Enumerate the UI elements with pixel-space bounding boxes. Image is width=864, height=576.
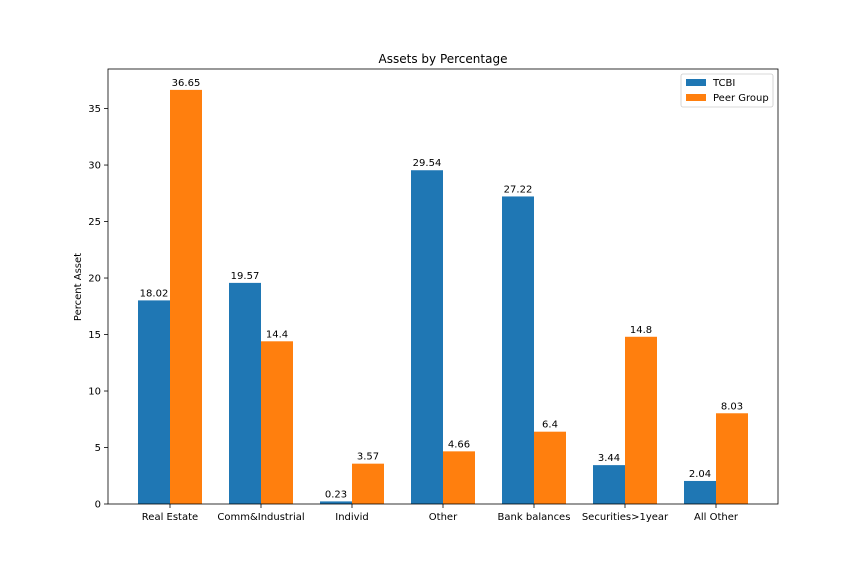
bar-value-label: 0.23 [325, 489, 347, 500]
bar-value-label: 8.03 [721, 401, 743, 412]
bar-value-label: 14.4 [266, 329, 288, 340]
bar-value-label: 29.54 [413, 158, 442, 169]
bar-value-label: 18.02 [140, 288, 169, 299]
bar-value-label: 4.66 [448, 439, 470, 450]
bar-tcbi [502, 196, 534, 505]
bar-peer-group [534, 431, 566, 504]
y-tick-label: 15 [88, 330, 101, 341]
bar-value-label: 6.4 [542, 420, 558, 431]
bar-value-label: 19.57 [231, 271, 260, 282]
x-tick-label: Comm&Industrial [217, 512, 304, 523]
bar-peer-group [443, 451, 475, 504]
bar-tcbi [229, 282, 261, 504]
bar-peer-group [352, 463, 384, 504]
bar-value-label: 36.65 [172, 78, 201, 89]
x-tick-label: Real Estate [142, 512, 198, 523]
legend-swatch [686, 79, 706, 86]
bar-value-label: 27.22 [504, 184, 533, 195]
x-tick-label: All Other [694, 512, 739, 523]
bar-peer-group [261, 341, 293, 504]
plot-area: 18.02 19.57 0.23 29.54 27.22 3.44 2.04 36.65 14.… [88, 68, 779, 523]
y-tick-label: 30 [88, 161, 101, 172]
x-tick-label: Individ [335, 512, 368, 523]
chart-title: Assets by Percentage [379, 52, 508, 66]
y-tick-label: 20 [88, 274, 101, 285]
x-tick-label: Securities>1year [582, 512, 669, 523]
bar-value-label: 2.04 [689, 469, 711, 480]
y-tick-label: 0 [95, 500, 101, 511]
y-tick-label: 5 [95, 443, 101, 454]
bar-tcbi [593, 465, 625, 504]
bar-tcbi [684, 480, 716, 504]
bar-tcbi [411, 170, 443, 504]
legend-label: TCBI [712, 78, 735, 89]
y-axis-label: Percent Asset [73, 253, 84, 321]
bar-tcbi [138, 300, 170, 504]
bar-value-label: 3.57 [357, 452, 379, 463]
y-tick-label: 25 [88, 217, 101, 228]
bar-tcbi [320, 501, 352, 504]
bar-peer-group [170, 89, 202, 505]
bar-value-label: 3.44 [598, 453, 620, 464]
bar-peer-group [716, 413, 748, 504]
x-tick-label: Other [429, 512, 458, 523]
bar-value-label: 14.8 [630, 325, 652, 336]
legend: TCBI Peer Group [680, 73, 774, 108]
bar-peer-group [625, 336, 657, 504]
legend-label: Peer Group [713, 93, 769, 104]
x-tick-label: Bank balances [498, 512, 571, 523]
y-tick-label: 35 [88, 104, 101, 115]
y-tick-label: 10 [88, 387, 101, 398]
legend-swatch [686, 94, 706, 101]
